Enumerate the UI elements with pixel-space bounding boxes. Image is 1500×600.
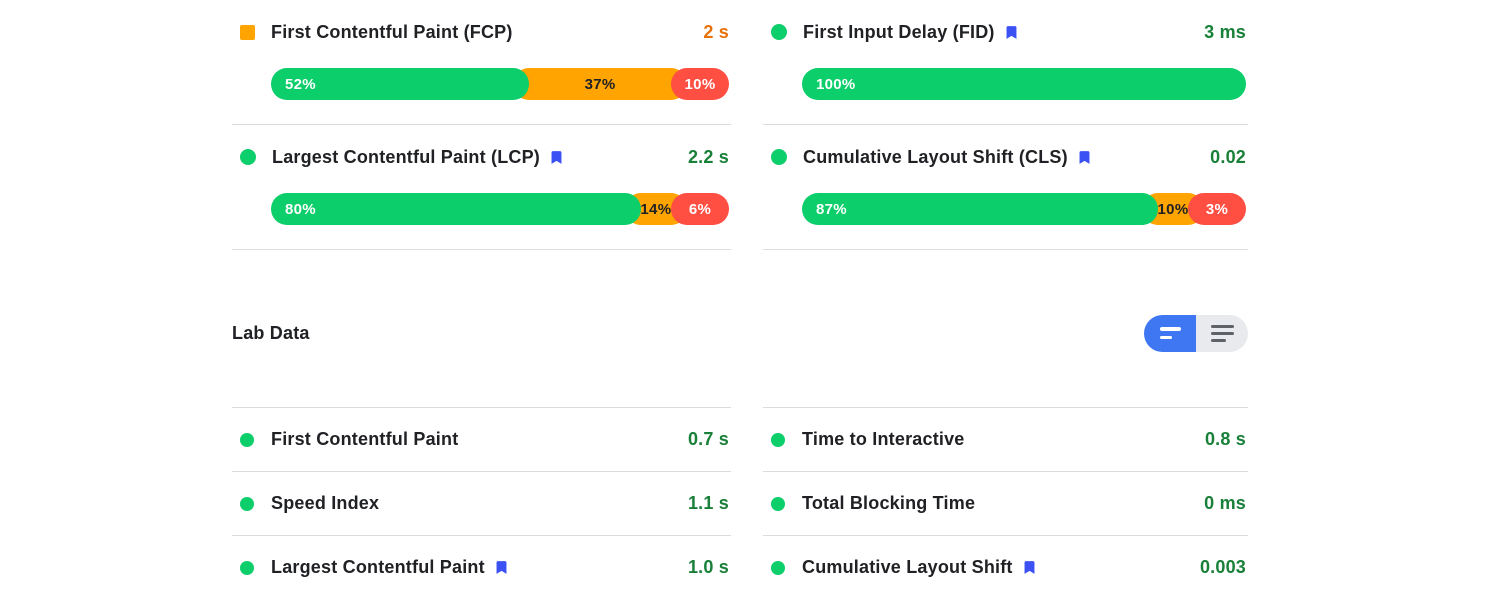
distribution-segment-good: 87% [802,193,1158,225]
average-square-icon [240,24,255,40]
distribution-segment-average: 37% [513,68,687,100]
lab-row-cumulative-layout-shift: Cumulative Layout Shift 0.003 [763,535,1248,599]
lab-metric-value: 1.0 s [687,557,729,577]
lab-data-section: First Contentful Paint 0.7 s Time to Int… [232,407,1248,599]
metric-fid: First Input Delay (FID) 3 ms 100% [763,0,1248,125]
lab-metric-value: 1.1 s [687,493,729,513]
bookmark-icon [493,558,510,577]
metric-lcp: Largest Contentful Paint (LCP) 2.2 s 80%… [232,125,731,250]
good-circle-icon [771,149,787,165]
lab-row-largest-contentful-paint: Largest Contentful Paint 1.0 s [232,535,731,599]
lab-metric-value: 0.8 s [1204,429,1246,449]
metric-lcp-header: Largest Contentful Paint (LCP) 2.2 s [232,142,729,172]
distribution-segment-poor: 10% [671,68,729,100]
lab-metric-value: 0.7 s [687,429,729,449]
metric-value: 0.02 [1210,146,1246,167]
good-circle-icon [771,432,785,447]
metric-fcp: First Contentful Paint (FCP) 2 s 52% 37% 1… [232,0,731,125]
pagespeed-panel: First Contentful Paint (FCP) 2 s 52% 37% 1… [232,0,1248,599]
toggle-condensed-button[interactable] [1144,314,1196,352]
metric-cls: Cumulative Layout Shift (CLS) 0.02 87% 10… [763,125,1248,250]
good-circle-icon [771,560,785,575]
lab-metric-label: Cumulative Layout Shift [802,557,1013,577]
bookmark-icon [1021,558,1038,577]
lab-metric-label: Time to Interactive [802,429,965,449]
bar-view-toggle[interactable] [1144,314,1248,352]
lab-row-time-to-interactive: Time to Interactive 0.8 s [763,407,1248,471]
good-circle-icon [240,432,254,447]
distribution-segment-poor: 6% [671,193,729,225]
good-circle-icon [240,560,254,575]
bookmark-icon [1076,148,1093,167]
good-circle-icon [771,24,787,40]
distribution-segment-good: 80% [271,193,641,225]
distribution-bar: 100% [802,68,1246,100]
metric-value: 2 s [703,21,729,42]
metric-label: First Contentful Paint (FCP) [271,21,513,42]
bookmark-icon [1003,23,1020,42]
toggle-expanded-button[interactable] [1196,314,1248,352]
metric-value: 3 ms [1204,21,1246,42]
lab-row-first-contentful-paint: First Contentful Paint 0.7 s [232,407,731,471]
metric-fcp-header: First Contentful Paint (FCP) 2 s [232,17,729,47]
lab-row-total-blocking-time: Total Blocking Time 0 ms [763,471,1248,535]
lab-metric-value: 0.003 [1199,557,1246,577]
distribution-segment-good: 100% [802,68,1246,100]
lab-metric-label: Speed Index [271,493,380,513]
field-data-section: First Contentful Paint (FCP) 2 s 52% 37% 1… [232,0,1248,250]
expanded-view-icon [1210,324,1234,342]
metric-cls-header: Cumulative Layout Shift (CLS) 0.02 [763,142,1246,172]
distribution-bar: 52% 37% 10% [271,68,729,100]
condensed-view-icon [1159,327,1181,339]
metric-label: First Input Delay (FID) [803,21,995,42]
lab-data-title: Lab Data [232,322,310,343]
metric-label: Largest Contentful Paint (LCP) [272,146,540,167]
distribution-bar: 80% 14% 6% [271,193,729,225]
lab-row-speed-index: Speed Index 1.1 s [232,471,731,535]
distribution-segment-good: 52% [271,68,530,100]
lab-data-header: Lab Data [232,311,1248,355]
distribution-bar: 87% 10% 3% [802,193,1246,225]
good-circle-icon [240,149,256,165]
lab-metric-label: Total Blocking Time [802,493,976,513]
metric-value: 2.2 s [687,146,729,167]
metric-label: Cumulative Layout Shift (CLS) [803,146,1068,167]
lab-metric-value: 0 ms [1204,493,1246,513]
bookmark-icon [548,148,565,167]
good-circle-icon [771,496,785,511]
good-circle-icon [240,496,254,511]
distribution-segment-poor: 3% [1188,193,1246,225]
lab-metric-label: Largest Contentful Paint [271,557,485,577]
lab-metric-label: First Contentful Paint [271,429,459,449]
metric-fid-header: First Input Delay (FID) 3 ms [763,17,1246,47]
